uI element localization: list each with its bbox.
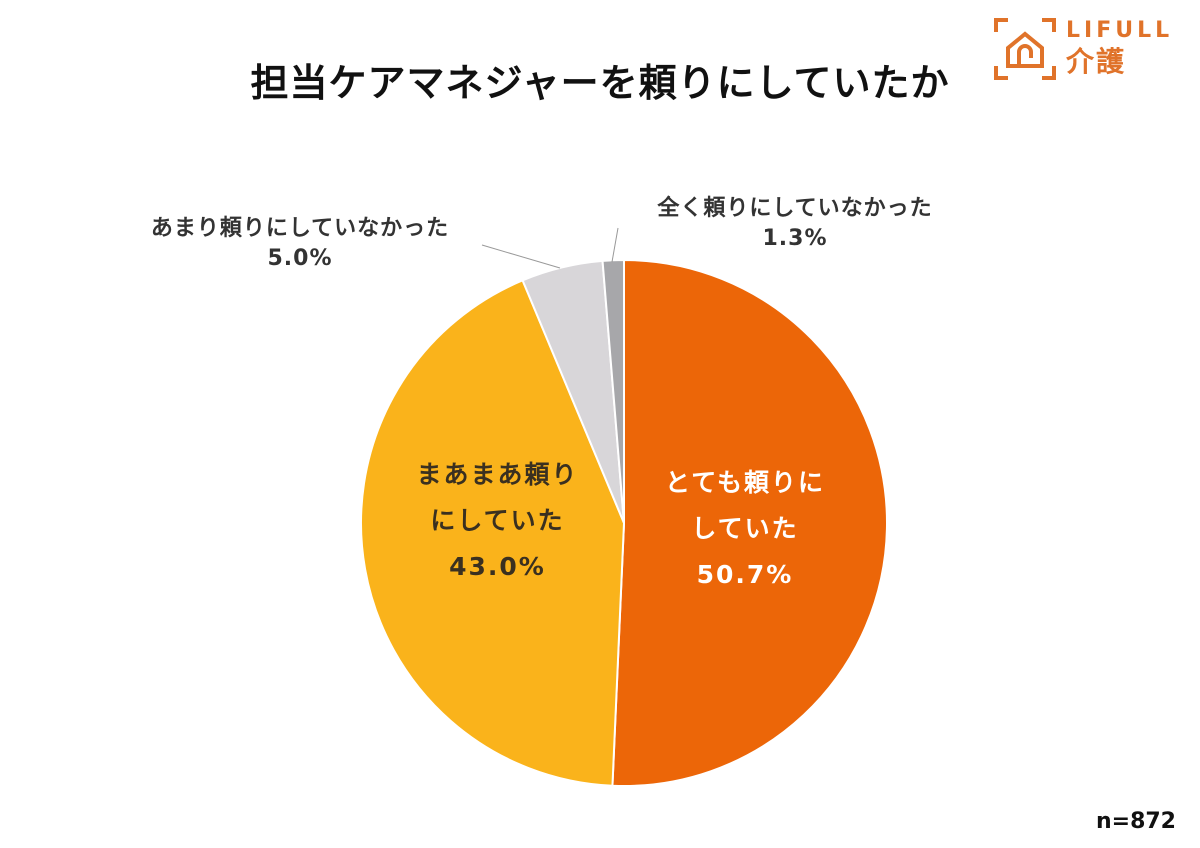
lifull-kaigo-logo: LIFULL 介護 — [994, 18, 1184, 80]
leader-line-s2 — [481, 244, 561, 269]
logo-brand-jp: 介護 — [1066, 45, 1127, 78]
leader-line-s3 — [611, 227, 619, 263]
slice-very-reliant — [611, 258, 888, 787]
slice-label-somewhat-reliant: まあまあ頼り にしていた 43.0% — [416, 460, 579, 581]
chart-title: 担当ケアマネジャーを頼りにしていたか — [250, 61, 950, 105]
slice-somewhat-reliant — [359, 279, 626, 787]
sample-size: n=872 — [1095, 809, 1176, 834]
slice-label-very-reliant: とても頼りに していた 50.7% — [664, 468, 825, 589]
logo-brand-en: LIFULL — [1066, 18, 1174, 43]
slice-label-not-very-reliant: あまり頼りにしていなかった 5.0% — [150, 216, 450, 271]
slice-label-not-reliant-at-all: 全く頼りにしていなかった 1.3% — [657, 196, 933, 251]
house-frame-icon — [994, 18, 1056, 80]
pie-slices — [359, 258, 888, 787]
slice-not-reliant-at-all — [601, 258, 625, 524]
